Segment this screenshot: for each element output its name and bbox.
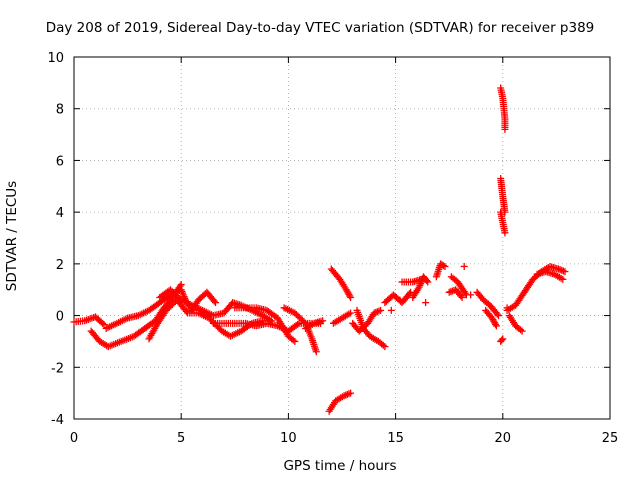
x-tick-label: 5 [177,431,185,446]
data-point [460,262,468,270]
data-point [492,320,500,328]
data-point [493,310,501,318]
data-point [346,292,354,300]
data-point [499,335,507,343]
data-point [210,297,218,305]
data-point [377,306,385,314]
x-tick-label: 15 [387,431,404,446]
data-point [458,293,466,301]
data-point [516,326,524,334]
y-tick-label: -4 [51,413,64,428]
data-point [100,321,108,329]
x-tick-label: 20 [495,431,512,446]
y-tick-label: -2 [51,361,64,376]
data-point [561,268,569,276]
data-point [387,306,395,314]
data-point [501,229,509,237]
data-point [99,319,107,327]
data-point [379,341,387,349]
data-point [381,343,389,351]
y-tick-label: 4 [56,206,64,221]
data-point [495,312,503,320]
data-point [467,291,475,299]
data-point [498,336,506,344]
x-axis-label: GPS time / hours [283,458,397,474]
data-point [176,282,184,290]
data-point [423,277,431,285]
data-point [347,309,355,317]
data-point [492,322,500,330]
data-point [319,317,327,325]
data-point [294,320,302,328]
data-point [212,299,220,307]
data-point [347,389,355,397]
chart-title: Day 208 of 2019, Sidereal Day-to-day VTE… [45,20,595,36]
plot-frame [73,56,611,420]
y-axis-label: SDTVAR / TECUs [4,180,20,292]
data-point [347,293,355,301]
data-point [518,327,526,335]
data-point [461,289,469,297]
y-tick-label: 10 [47,51,64,66]
data-point [289,336,297,344]
data-point [503,304,511,312]
data-point [454,288,462,296]
data-point [457,292,465,300]
data-point [439,262,447,270]
data-point [422,299,430,307]
data-point [182,307,190,315]
data-point [424,278,432,286]
y-tick-label: 6 [56,154,64,169]
data-point [501,125,509,133]
data-point [312,348,320,356]
y-tick-label: 2 [56,258,64,273]
x-tick-label: 10 [280,431,297,446]
y-tick-label: 0 [56,310,64,325]
data-point [559,275,567,283]
x-tick-label: 0 [70,431,78,446]
x-tick-label: 25 [602,431,619,446]
data-point [291,337,299,345]
data-point [441,262,449,270]
data-point [396,296,404,304]
y-tick-label: 8 [56,103,64,118]
